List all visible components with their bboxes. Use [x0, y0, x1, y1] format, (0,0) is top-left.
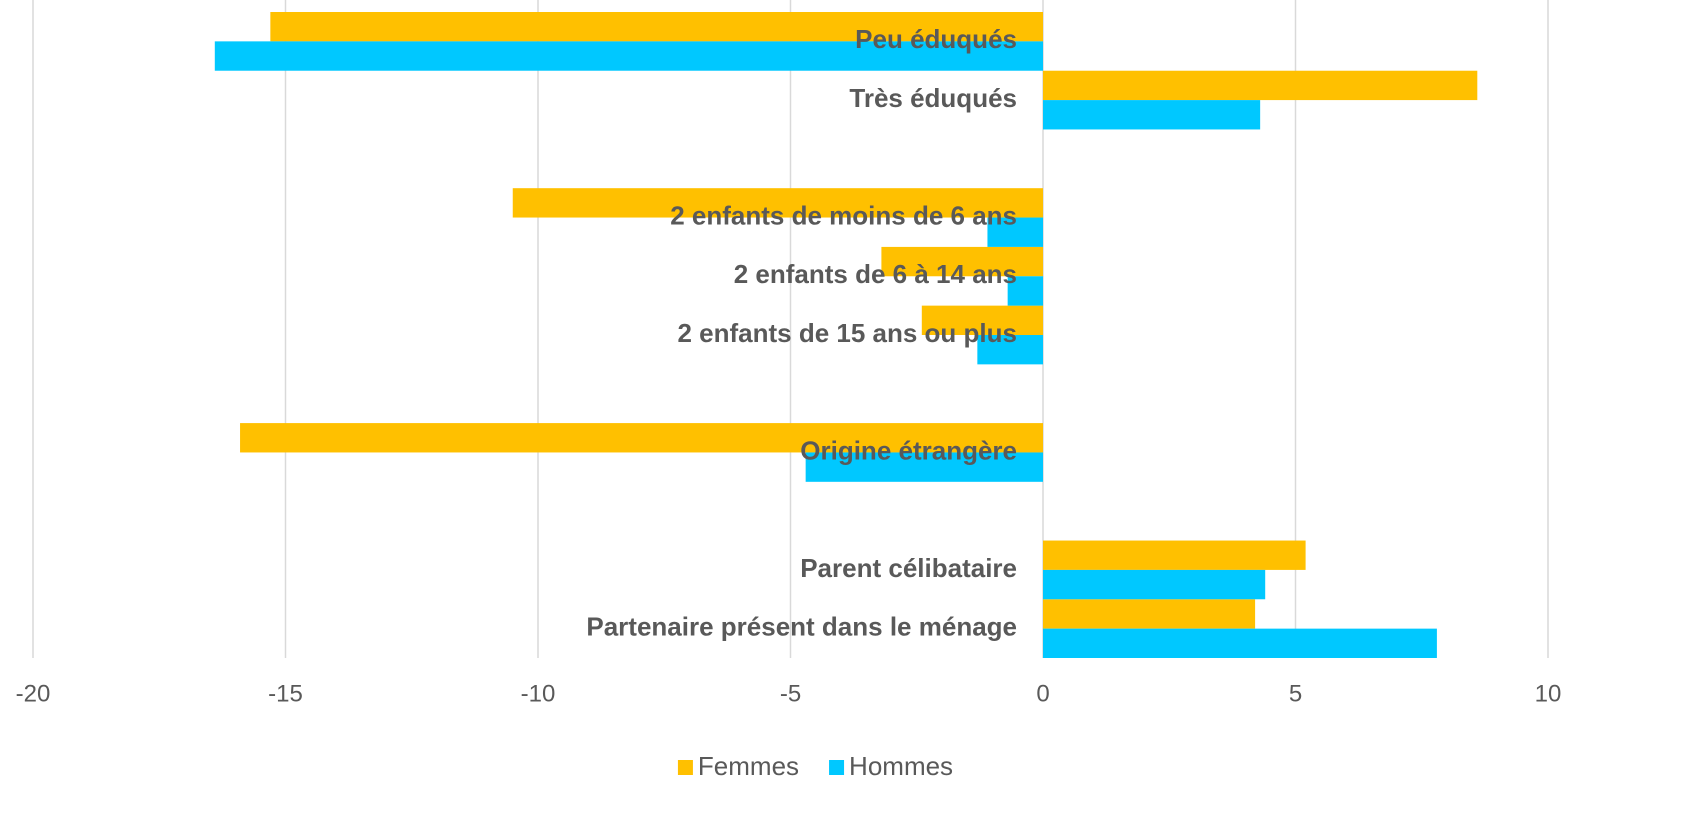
category-label: Origine étrangère	[800, 435, 1017, 465]
bar	[1043, 628, 1437, 658]
bar	[977, 335, 1043, 365]
bar	[805, 452, 1043, 482]
legend-label: Hommes	[849, 751, 953, 781]
x-tick-label: -15	[268, 680, 303, 707]
bar	[1043, 599, 1256, 629]
x-tick-label: 10	[1535, 680, 1562, 707]
bar	[214, 41, 1044, 71]
bar	[240, 423, 1044, 453]
bar	[921, 305, 1043, 335]
x-tick-label: -5	[780, 680, 801, 707]
bar	[1043, 70, 1478, 101]
legend-label: Femmes	[698, 751, 799, 781]
bar	[1043, 569, 1266, 600]
x-tick-label: 0	[1036, 680, 1049, 707]
x-tick-label: -20	[16, 680, 51, 707]
bar	[1043, 100, 1261, 130]
bar	[1007, 276, 1043, 306]
category-label: Peu éduqués	[855, 24, 1017, 54]
x-tick-label: 5	[1289, 680, 1302, 707]
legend-swatch	[829, 760, 845, 775]
category-label: 2 enfants de 6 à 14 ans	[734, 259, 1017, 289]
bar	[512, 188, 1043, 218]
x-tick-label: -10	[521, 680, 556, 707]
category-label: Partenaire présent dans le ménage	[586, 612, 1017, 642]
legend-swatch	[677, 760, 693, 775]
category-label: 2 enfants de 15 ans ou plus	[677, 318, 1017, 348]
bar	[270, 12, 1044, 42]
category-label: 2 enfants de moins de 6 ans	[670, 200, 1017, 230]
bar	[881, 246, 1043, 277]
bar	[987, 217, 1043, 247]
bar	[1043, 540, 1306, 570]
category-label: Parent célibataire	[800, 553, 1017, 583]
category-label: Très éduqués	[849, 83, 1017, 113]
